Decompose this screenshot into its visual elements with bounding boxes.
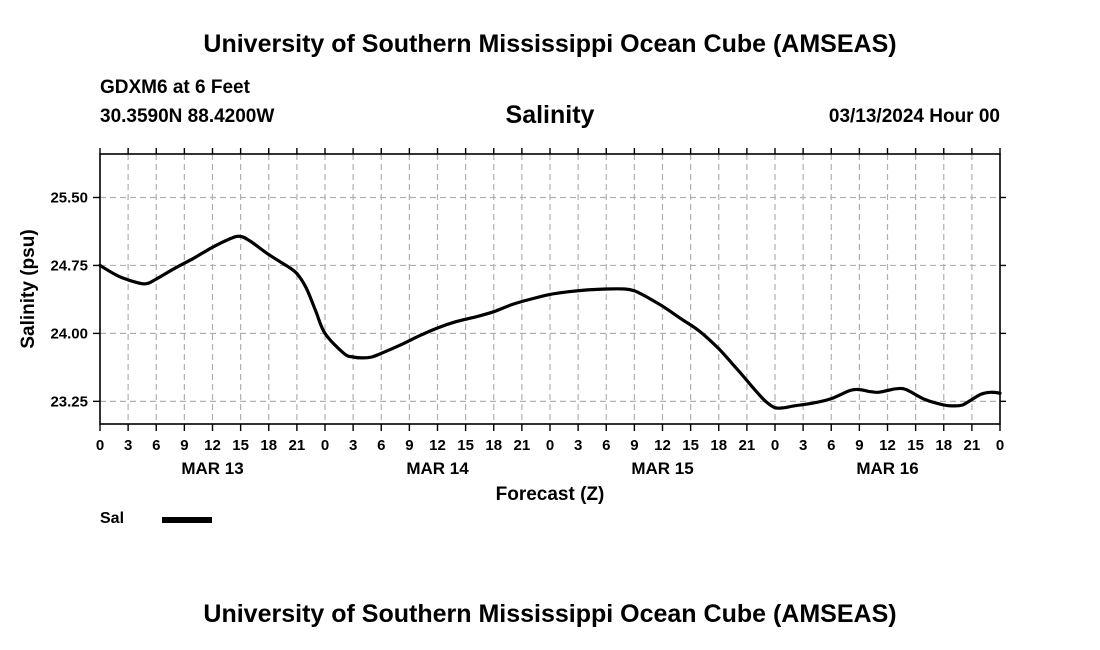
plot-title: Salinity — [505, 101, 595, 129]
x-tick-label: 6 — [377, 437, 385, 454]
x-tick-label: 6 — [602, 437, 610, 454]
day-label: MAR 13 — [181, 459, 243, 478]
x-tick-label: 0 — [546, 437, 554, 454]
y-tick-label: 25.50 — [50, 189, 88, 206]
x-tick-label: 6 — [827, 437, 835, 454]
x-tick-label: 15 — [682, 437, 699, 454]
x-tick-label: 12 — [204, 437, 221, 454]
y-tick-label: 23.25 — [50, 393, 88, 410]
x-axis-title: Forecast (Z) — [496, 484, 605, 505]
y-tick-label: 24.00 — [50, 325, 88, 342]
x-tick-label: 15 — [232, 437, 249, 454]
x-tick-label: 9 — [405, 437, 413, 454]
y-axis-title: Salinity (psu) — [18, 229, 39, 348]
x-tick-label: 3 — [349, 437, 357, 454]
x-tick-label: 15 — [907, 437, 924, 454]
x-tick-label: 21 — [514, 437, 531, 454]
station-label: GDXM6 at 6 Feet — [100, 77, 250, 98]
x-tick-label: 15 — [457, 437, 474, 454]
x-tick-label: 21 — [739, 437, 756, 454]
x-tick-label: 21 — [289, 437, 306, 454]
x-tick-label: 12 — [429, 437, 446, 454]
legend-line-swatch — [162, 517, 212, 523]
x-tick-label: 21 — [964, 437, 981, 454]
x-tick-label: 0 — [321, 437, 329, 454]
coordinates-label: 30.3590N 88.4200W — [100, 106, 275, 127]
x-tick-label: 9 — [855, 437, 863, 454]
y-tick-label: 24.75 — [50, 257, 88, 274]
x-tick-label: 0 — [96, 437, 104, 454]
x-tick-label: 12 — [654, 437, 671, 454]
x-tick-label: 18 — [260, 437, 277, 454]
day-label: MAR 16 — [856, 459, 918, 478]
x-tick-label: 3 — [574, 437, 582, 454]
x-tick-label: 3 — [124, 437, 132, 454]
x-tick-label: 3 — [799, 437, 807, 454]
day-label: MAR 15 — [631, 459, 693, 478]
x-tick-label: 18 — [935, 437, 952, 454]
x-tick-label: 0 — [996, 437, 1004, 454]
forecast-datetime: 03/13/2024 Hour 00 — [828, 106, 1000, 127]
x-tick-label: 9 — [630, 437, 638, 454]
x-tick-label: 9 — [180, 437, 188, 454]
series-line-sal — [98, 234, 1002, 410]
x-tick-label: 0 — [771, 437, 779, 454]
x-tick-label: 12 — [879, 437, 896, 454]
x-tick-label: 18 — [485, 437, 502, 454]
x-tick-label: 18 — [710, 437, 727, 454]
x-tick-label: 6 — [152, 437, 160, 454]
top-title: University of Southern Mississippi Ocean… — [203, 30, 897, 58]
bottom-title: University of Southern Mississippi Ocean… — [203, 600, 897, 628]
day-label: MAR 14 — [406, 459, 469, 478]
legend-label: Sal — [100, 510, 125, 527]
